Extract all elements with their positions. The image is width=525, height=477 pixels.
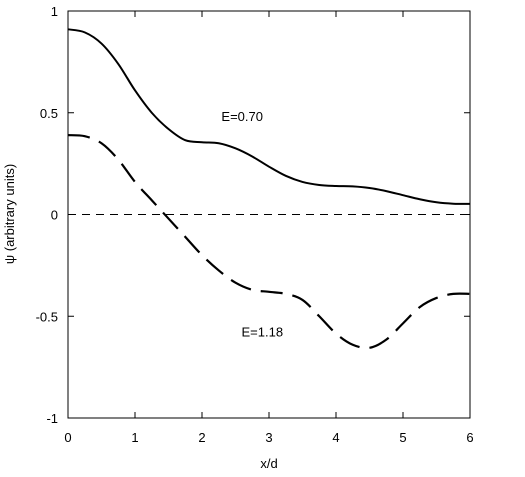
y-tick-label: 0 bbox=[51, 208, 58, 223]
x-tick-label: 0 bbox=[64, 430, 71, 445]
series-group bbox=[67, 28, 471, 350]
series-line-solid bbox=[67, 28, 471, 205]
curve-energy-label: E=1.18 bbox=[242, 325, 284, 340]
x-tick-label: 6 bbox=[466, 430, 473, 445]
x-tick-label: 4 bbox=[332, 430, 339, 445]
y-axis-label: ψ (arbitrary units) bbox=[2, 164, 17, 264]
x-tick-label: 5 bbox=[399, 430, 406, 445]
y-tick-label: -0.5 bbox=[36, 309, 58, 324]
y-tick-label: 1 bbox=[51, 4, 58, 19]
series-line-dashed bbox=[67, 134, 471, 350]
curve-energy-label: E=0.70 bbox=[221, 109, 263, 124]
y-tick-label: 0.5 bbox=[40, 106, 58, 121]
x-axis-label: x/d bbox=[260, 456, 277, 471]
x-tick-label: 2 bbox=[198, 430, 205, 445]
annotations: E=0.70 E=1.18 bbox=[221, 109, 283, 340]
x-tick-label: 3 bbox=[265, 430, 272, 445]
y-tick-label: -1 bbox=[46, 411, 58, 426]
axis-tick-labels: 0 1 2 3 4 5 6 -1 -0.5 0 0.5 1 bbox=[36, 4, 474, 445]
x-tick-label: 1 bbox=[131, 430, 138, 445]
